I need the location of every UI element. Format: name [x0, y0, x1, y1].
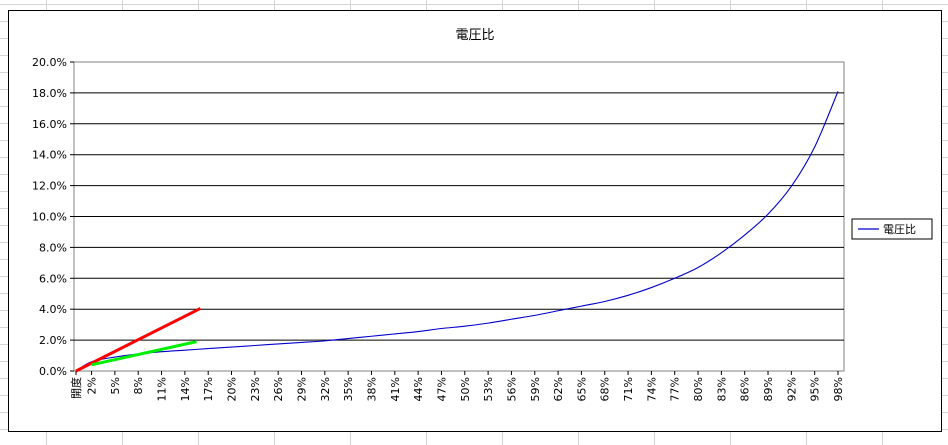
y-tick-label: 18.0%: [32, 87, 67, 100]
y-tick-label: 0.0%: [39, 365, 67, 378]
x-tick-label: 5%: [109, 377, 122, 394]
x-tick-label: 53%: [482, 377, 495, 401]
series-line: [75, 91, 839, 372]
x-axis-ticks: 開度 2% 5% 8% 11% 14% 17% 20% 23% 26% 29% 32% 35% 38% 41…: [69, 371, 845, 401]
x-tick-label: 56%: [505, 377, 518, 401]
x-tick-label: 11%: [156, 377, 169, 401]
legend: 電圧比: [851, 218, 933, 240]
x-tick-label: 44%: [412, 377, 425, 401]
x-tick-label: 59%: [529, 377, 542, 401]
x-tick-label: 92%: [785, 377, 798, 401]
x-tick-label: 65%: [575, 377, 588, 401]
y-tick-label: 8.0%: [39, 241, 67, 254]
x-tick-label: 77%: [669, 377, 682, 401]
x-tick-label: 89%: [762, 377, 775, 401]
x-tick-label: 98%: [832, 377, 845, 401]
x-tick-label: 2%: [86, 377, 99, 394]
y-tick-label: 2.0%: [39, 334, 67, 347]
x-tick-label: 86%: [739, 377, 752, 401]
x-tick-label: 23%: [249, 377, 262, 401]
x-tick-label: 50%: [459, 377, 472, 401]
legend-label: 電圧比: [883, 223, 916, 236]
legend-box: [851, 218, 933, 240]
x-tick-label: 80%: [692, 377, 705, 401]
chart-area[interactable]: 電圧比 0.0% 2.0% 4.0% 6.0% 8.0% 10.0% 12.0% 14.0% 1…: [8, 10, 942, 432]
x-tick-label: 29%: [295, 377, 308, 401]
line-chart: 電圧比 0.0% 2.0% 4.0% 6.0% 8.0% 10.0% 12.0% 14.0% 1…: [32, 28, 933, 401]
x-tick-label: 14%: [179, 377, 192, 401]
y-tick-label: 6.0%: [39, 272, 67, 285]
x-tick-label: 35%: [342, 377, 355, 401]
y-tick-label: 12.0%: [32, 180, 67, 193]
annotation-line: [91, 340, 197, 367]
annotation-line: [75, 307, 202, 373]
gridlines: [74, 92, 844, 341]
y-tick-label: 16.0%: [32, 118, 67, 131]
y-tick-label: 4.0%: [39, 303, 67, 316]
x-tick-label: 32%: [319, 377, 332, 401]
x-tick-label: 74%: [645, 377, 658, 401]
x-tick-label: 8%: [132, 377, 145, 394]
x-tick-label: 41%: [389, 377, 402, 401]
y-tick-label: 14.0%: [32, 149, 67, 162]
x-tick-label: 26%: [272, 377, 285, 401]
x-tick-label: 47%: [435, 377, 448, 401]
chart-title: 電圧比: [455, 28, 494, 43]
y-tick-label: 10.0%: [32, 211, 67, 224]
x-tick-label: 62%: [552, 377, 565, 401]
x-tick-label: 83%: [715, 377, 728, 401]
y-tick-label: 20.0%: [32, 56, 67, 69]
series-layer: [75, 91, 839, 373]
x-tick-label: 20%: [226, 377, 239, 401]
x-tick-label: 95%: [809, 377, 822, 401]
x-tick-label: 71%: [622, 377, 635, 401]
x-tick-label: 38%: [365, 377, 378, 401]
y-axis-ticks: 0.0% 2.0% 4.0% 6.0% 8.0% 10.0% 12.0% 14.0% 16.0%…: [32, 56, 74, 378]
x-tick-label: 68%: [599, 377, 612, 401]
x-tick-label: 開度: [69, 377, 83, 399]
x-tick-label: 17%: [202, 377, 215, 401]
